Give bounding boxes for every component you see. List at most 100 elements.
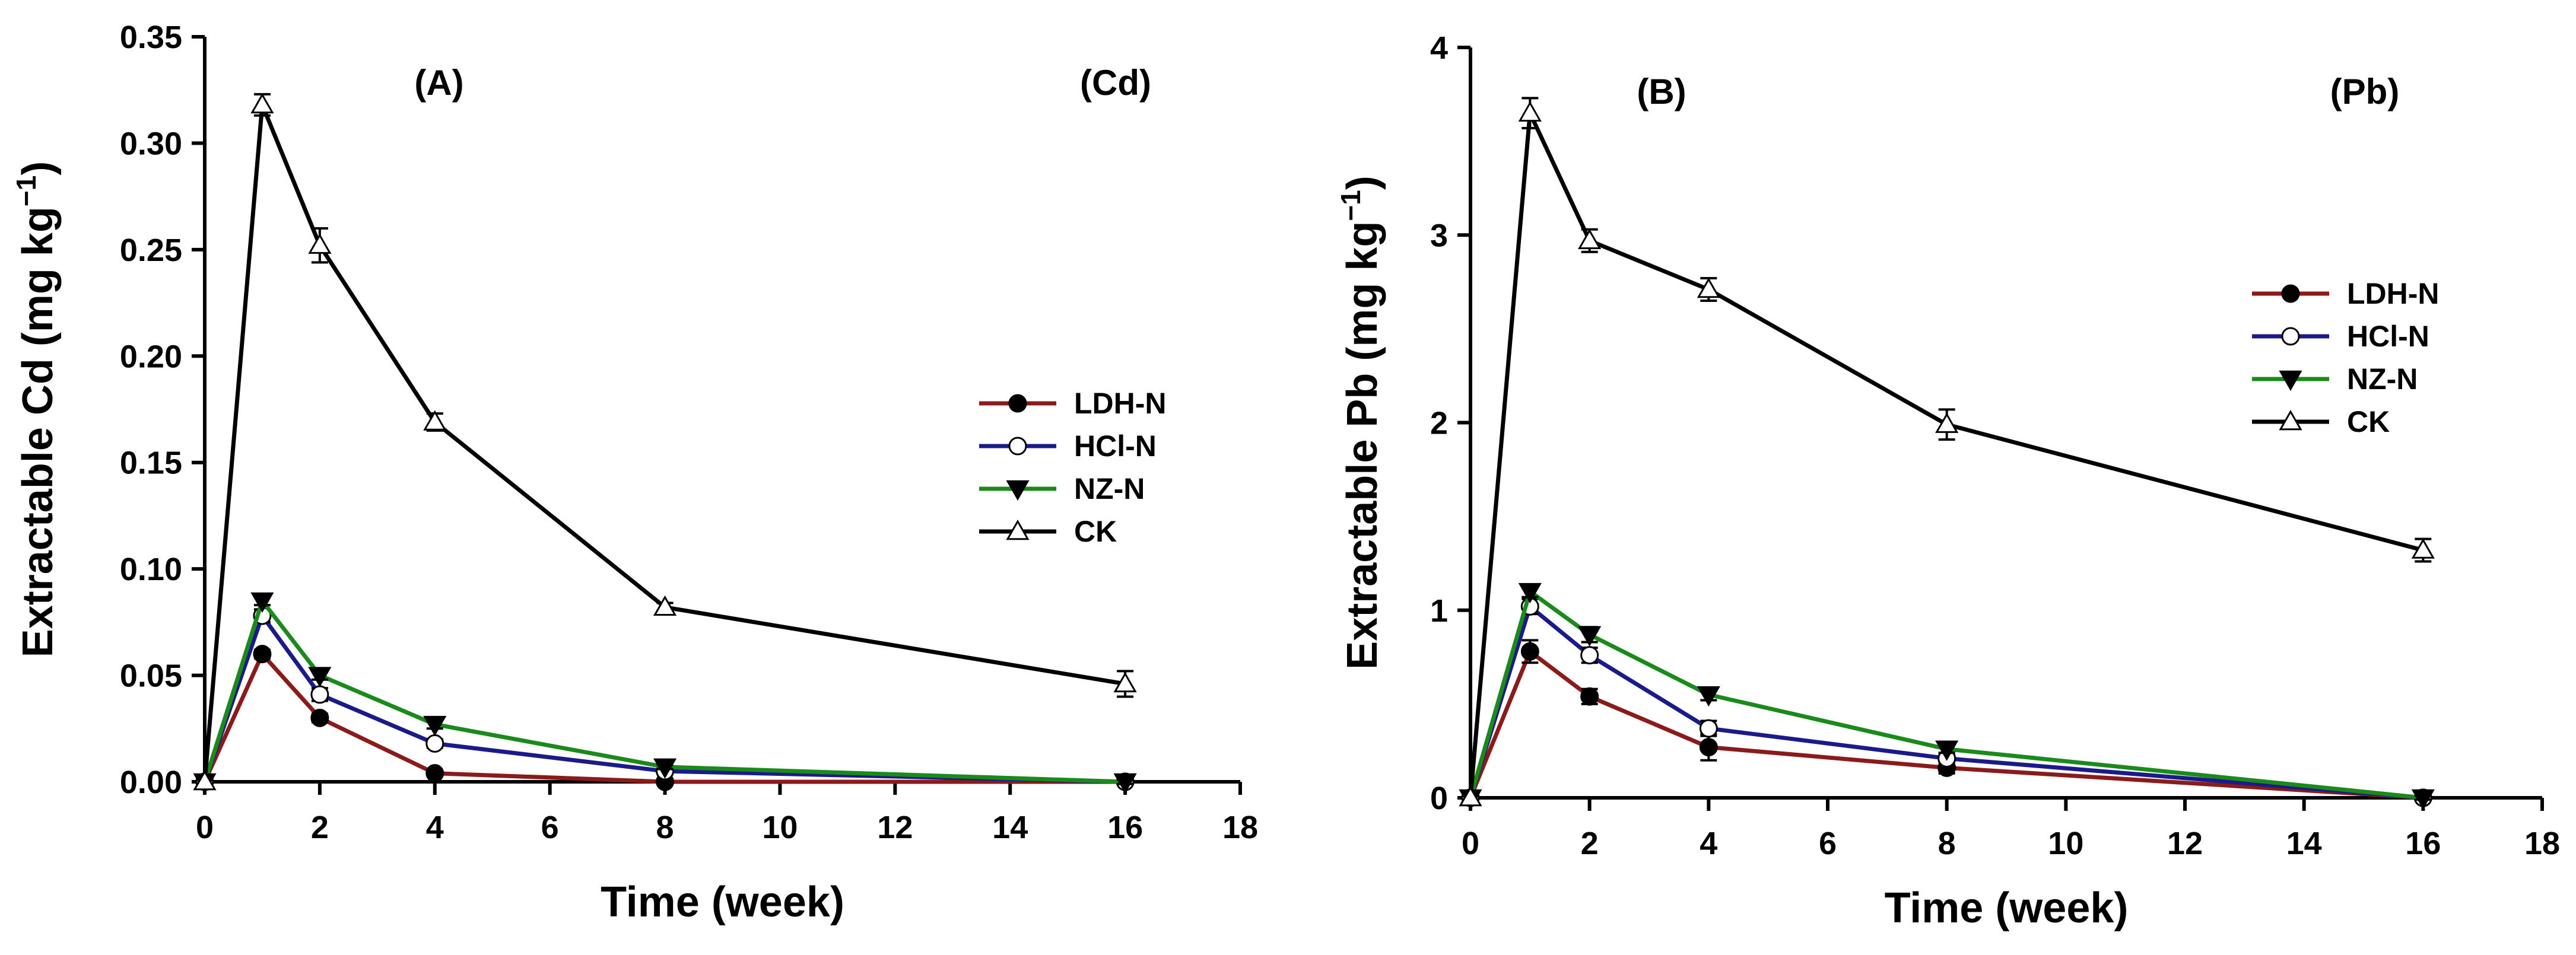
data-point-hcl-n: [1699, 719, 1718, 738]
legend-label-ldh-n: LDH-N: [2347, 277, 2440, 310]
x-tick-label: 4: [426, 810, 444, 845]
x-tick-label: 6: [1819, 826, 1837, 861]
metal-label: (Pb): [2330, 72, 2400, 112]
legend-marker-ck: [2279, 409, 2302, 431]
data-point-ck: [2411, 538, 2435, 559]
y-tick-label: 0.20: [120, 339, 182, 374]
legend-marker-hcl-n: [1008, 437, 1027, 456]
data-point-nz-n: [423, 715, 447, 737]
data-point-nz-n: [250, 592, 274, 613]
legend-marker-nz-n: [1006, 480, 1030, 501]
x-tick-label: 18: [2524, 826, 2560, 861]
x-tick-label: 6: [541, 810, 559, 845]
legend-label-ck: CK: [2347, 405, 2390, 438]
x-tick-label: 10: [762, 810, 798, 845]
series-line-nz-n: [202, 599, 1126, 784]
y-axis-title: Extractable Cd (mg kg−1): [11, 161, 62, 658]
series-ck: [193, 93, 1137, 791]
x-axis-title: Time (week): [601, 878, 844, 926]
data-point-ck: [1697, 277, 1720, 298]
series-line-hcl-n: [1468, 604, 2423, 800]
y-axis-title-close: ): [1339, 176, 1386, 190]
legend-label-nz-n: NZ-N: [2347, 362, 2418, 396]
chart-panel-a: 0 2 4 6 8 10 12 14 16 18 0.00 0.05 0.10 0.15 0.20 0.25 0…: [11, 20, 1258, 926]
panel-label: (B): [1637, 72, 1686, 112]
y-tick-label: 3: [1430, 218, 1448, 253]
data-point-hcl-n: [310, 685, 329, 704]
data-point-ck: [308, 233, 332, 254]
data-point-ck: [250, 93, 274, 114]
x-tick-label: 18: [1222, 810, 1258, 845]
data-point-nz-n: [653, 758, 677, 779]
data-point-nz-n: [1935, 740, 1959, 761]
data-point-hcl-n: [1580, 646, 1599, 665]
panel-label: (A): [414, 63, 463, 103]
x-tick-label: 0: [1462, 826, 1479, 861]
x-tick-label: 4: [1700, 826, 1717, 861]
data-point-ldh-n: [310, 708, 329, 727]
data-point-ck: [1459, 785, 1482, 807]
data-point-ck: [1935, 412, 1959, 433]
data-point-ldh-n: [253, 645, 272, 664]
series-nz-n: [1459, 582, 2435, 810]
y-tick-label: 0: [1430, 781, 1448, 816]
x-tick-label: 8: [656, 810, 674, 845]
x-tick-label: 8: [1938, 826, 1956, 861]
data-point-ck: [1518, 101, 1542, 122]
legend-label-nz-n: NZ-N: [1074, 472, 1145, 505]
x-tick-label: 10: [2048, 826, 2083, 861]
data-point-ldh-n: [1580, 687, 1599, 706]
legend: LDH-N HCl-N NZ-N CK: [2252, 277, 2440, 438]
data-point-ldh-n: [1520, 642, 1539, 661]
x-axis-title: Time (week): [1885, 884, 2129, 932]
y-tick-label: 0.05: [120, 658, 182, 694]
x-tick-label: 2: [1581, 826, 1599, 861]
x-tick-label: 16: [2405, 826, 2441, 861]
y-tick-label: 0.10: [120, 552, 182, 587]
y-tick-label: 1: [1430, 593, 1448, 629]
legend-marker-ldh-n: [1008, 394, 1027, 413]
data-point-ck: [1113, 671, 1137, 693]
y-tick-label: 0.30: [120, 126, 182, 161]
x-tick-label: 12: [2167, 826, 2203, 861]
legend-label-ck: CK: [1074, 515, 1117, 548]
series-line-ck: [1468, 111, 2424, 798]
legend-marker-ck: [1006, 519, 1030, 540]
x-tick-label: 16: [1107, 810, 1143, 845]
y-axis-title-main: Extractable Pb (mg kg: [1339, 221, 1386, 670]
y-tick-label: 2: [1430, 406, 1448, 441]
y-tick-label: 0.00: [120, 765, 182, 800]
y-tick-label: 0.35: [120, 20, 182, 55]
series-line-ck: [202, 103, 1126, 782]
data-point-nz-n: [1578, 626, 1602, 647]
legend-label-hcl-n: HCl-N: [2347, 320, 2429, 353]
data-point-nz-n: [1113, 773, 1137, 794]
y-tick-label: 0.15: [120, 445, 182, 481]
y-tick-label: 0.25: [120, 233, 182, 268]
data-point-ck: [653, 595, 677, 616]
legend-label-ldh-n: LDH-N: [1074, 387, 1167, 420]
legend-marker-ldh-n: [2281, 284, 2300, 303]
series-line-hcl-n: [202, 613, 1126, 784]
series-line-nz-n: [1468, 589, 2423, 800]
series-ck: [1459, 97, 2435, 807]
data-point-ldh-n: [1699, 738, 1718, 757]
data-point-ldh-n: [425, 764, 444, 783]
y-axis-title-exponent: −1: [1335, 190, 1366, 221]
legend: LDH-N HCl-N NZ-N CK: [979, 387, 1167, 548]
y-axis-title-main: Extractable Cd (mg kg: [14, 206, 62, 657]
data-point-nz-n: [1697, 686, 1720, 707]
data-point-nz-n: [1518, 582, 1542, 604]
metal-label: (Cd): [1080, 63, 1151, 103]
data-point-hcl-n: [425, 734, 444, 753]
data-point-ck: [423, 410, 447, 431]
legend-label-hcl-n: HCl-N: [1074, 429, 1157, 463]
data-point-ck: [193, 769, 217, 791]
legend-marker-nz-n: [2279, 370, 2302, 391]
data-point-nz-n: [308, 667, 332, 687]
y-axis-title-exponent: −1: [11, 176, 42, 206]
x-tick-label: 14: [992, 810, 1028, 845]
y-tick-label: 4: [1430, 30, 1448, 66]
x-tick-label: 12: [877, 810, 913, 845]
